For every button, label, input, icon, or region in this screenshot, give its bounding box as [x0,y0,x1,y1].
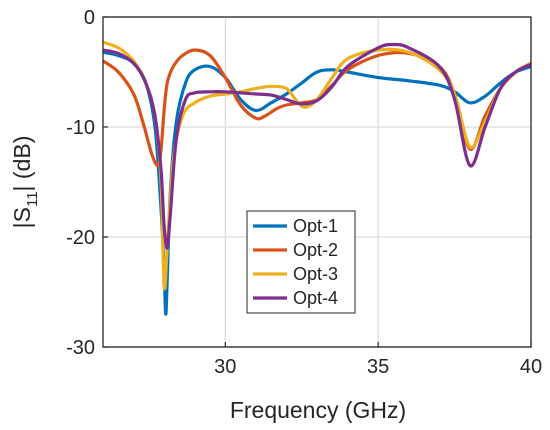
x-tick-label: 40 [520,356,542,378]
y-axis-label: |S11| (dB) [9,136,41,229]
legend-label: Opt-1 [293,216,338,236]
legend: Opt-1 Opt-2 Opt-3 Opt-4 [246,210,356,314]
x-axis-label: Frequency (GHz) [230,397,406,423]
y-tick-label: -10 [66,117,95,139]
series-line-2 [103,48,531,168]
y-axis-ticks: 0 -10 -20 -30 [66,7,108,359]
x-axis-ticks: 30 35 40 [214,342,542,378]
x-tick-label: 35 [367,356,389,378]
legend-label: Opt-2 [293,240,338,260]
series-line-4 [103,42,531,250]
y-axis-label-post: | (dB) [9,136,35,192]
y-axis-label-sub: 11 [24,191,41,207]
plot-frame [102,16,532,348]
legend-label: Opt-3 [293,264,338,284]
x-tick-label: 30 [214,356,236,378]
y-axis-label-pre: |S [9,207,35,228]
series-lines [103,40,531,316]
legend-label: Opt-4 [293,288,338,308]
y-tick-label: -30 [66,337,95,359]
y-tick-label: 0 [84,7,95,29]
y-tick-label: -20 [66,227,95,249]
legend-box [246,210,356,314]
